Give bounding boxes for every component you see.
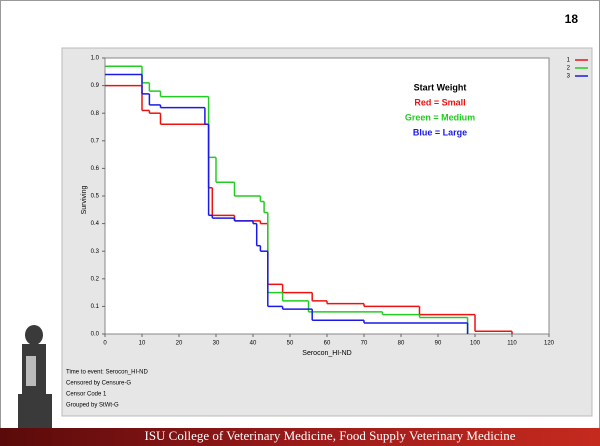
footer-text: ISU College of Veterinary Medicine, Food… xyxy=(144,428,515,443)
x-tick-label: 90 xyxy=(435,341,442,347)
y-tick-label: 0.4 xyxy=(91,221,100,227)
x-tick-label: 110 xyxy=(507,341,517,347)
chart-note: Censor Code 1 xyxy=(66,392,107,398)
y-tick-label: 1.0 xyxy=(91,56,100,62)
y-axis-label: Surviving xyxy=(81,186,88,215)
y-tick-label: 0.0 xyxy=(91,332,100,338)
x-tick-label: 100 xyxy=(470,341,481,347)
y-tick-label: 0.2 xyxy=(91,276,100,282)
y-tick-label: 0.7 xyxy=(91,138,100,144)
annotation: Green = Medium xyxy=(405,112,475,122)
slide-number: 18 xyxy=(565,12,579,26)
plot-area xyxy=(105,58,549,334)
annotation: Blue = Large xyxy=(413,127,467,137)
x-tick-label: 40 xyxy=(250,341,257,347)
x-tick-label: 120 xyxy=(544,341,555,347)
annotation: Start Weight xyxy=(414,82,467,92)
y-tick-label: 0.6 xyxy=(91,166,100,172)
slide: 18 Serocon_HI-ND Surviving ISU College o… xyxy=(0,0,600,446)
chart-note: Censored by Censure-G xyxy=(66,381,131,387)
x-axis-label: Serocon_HI-ND xyxy=(302,350,351,357)
annotation: Red = Small xyxy=(414,97,465,107)
y-tick-label: 0.1 xyxy=(91,304,100,310)
x-tick-label: 80 xyxy=(398,341,405,347)
x-tick-label: 20 xyxy=(176,341,183,347)
x-tick-label: 70 xyxy=(361,341,368,347)
y-tick-label: 0.3 xyxy=(91,249,100,255)
chart-note: Time to event: Serocon_HI-ND xyxy=(66,370,148,376)
chart: 18 Serocon_HI-ND Surviving ISU College o… xyxy=(0,0,600,446)
x-tick-label: 50 xyxy=(287,341,294,347)
y-tick-label: 0.9 xyxy=(91,83,100,89)
x-tick-label: 60 xyxy=(324,341,331,347)
y-tick-label: 0.5 xyxy=(91,194,100,200)
chart-note: Grouped by StWt-G xyxy=(66,403,119,409)
x-tick-label: 30 xyxy=(213,341,220,347)
y-tick-label: 0.8 xyxy=(91,111,100,117)
x-tick-label: 10 xyxy=(139,341,146,347)
